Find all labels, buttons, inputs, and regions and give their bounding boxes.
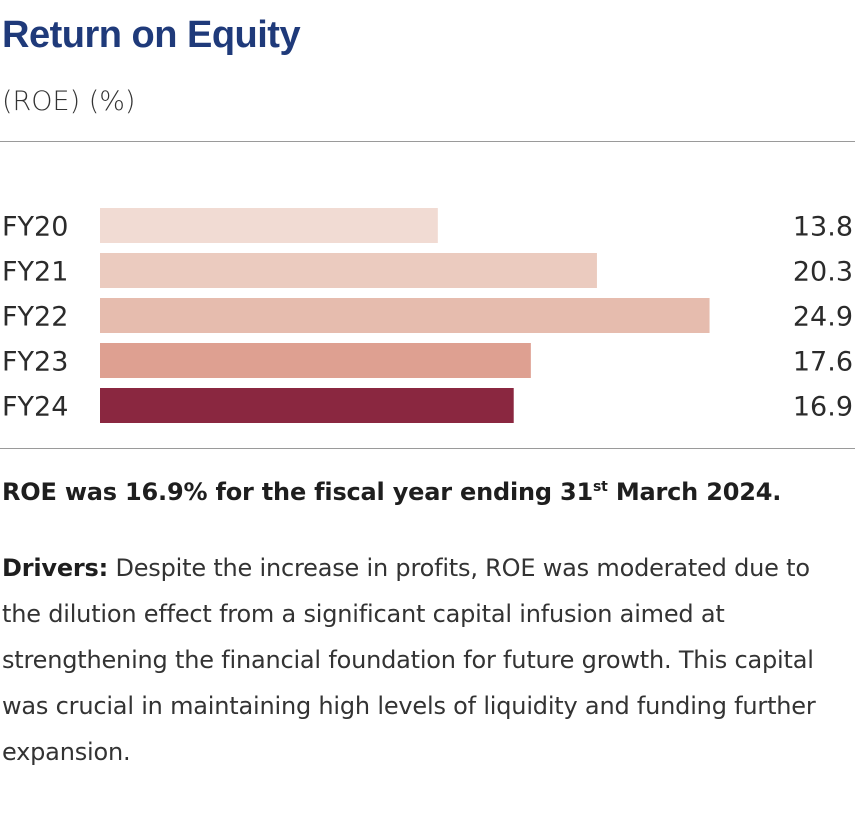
summary-main: ROE was 16.9% for the fiscal year ending…	[2, 478, 594, 506]
chart-title: Return on Equity	[2, 14, 301, 56]
top-divider	[0, 141, 855, 142]
roe-bar-chart: FY20 13.8 FY21 20.3 FY22 24.9 FY23 17.6 FY24 16.9	[2, 208, 853, 423]
bar-fy22	[100, 298, 710, 333]
category-label-fy21: FY21	[2, 257, 68, 288]
summary-tail: March 2024.	[607, 478, 782, 506]
value-label-fy24: 16.9	[793, 392, 853, 423]
bar-fy23	[100, 343, 531, 378]
category-label-fy20: FY20	[2, 212, 68, 243]
value-label-fy22: 24.9	[793, 302, 853, 333]
bottom-divider	[0, 448, 855, 449]
category-label-fy22: FY22	[2, 302, 68, 333]
bar-fy21	[100, 253, 597, 288]
category-label-fy24: FY24	[2, 392, 68, 423]
value-label-fy20: 13.8	[793, 212, 853, 243]
value-label-fy23: 17.6	[793, 347, 853, 378]
bar-fy24	[100, 388, 514, 423]
summary-ordinal: st	[593, 479, 608, 495]
category-label-fy23: FY23	[2, 347, 68, 378]
chart-subtitle: (ROE) (%)	[2, 86, 136, 117]
drivers-body: Despite the increase in profits, ROE was…	[2, 554, 816, 766]
drivers-label: Drivers:	[2, 554, 109, 582]
summary-statement: ROE was 16.9% for the fiscal year ending…	[2, 478, 855, 506]
drivers-paragraph: Drivers: Despite the increase in profits…	[2, 545, 855, 775]
value-label-fy21: 20.3	[793, 257, 853, 288]
bar-fy20	[100, 208, 438, 243]
